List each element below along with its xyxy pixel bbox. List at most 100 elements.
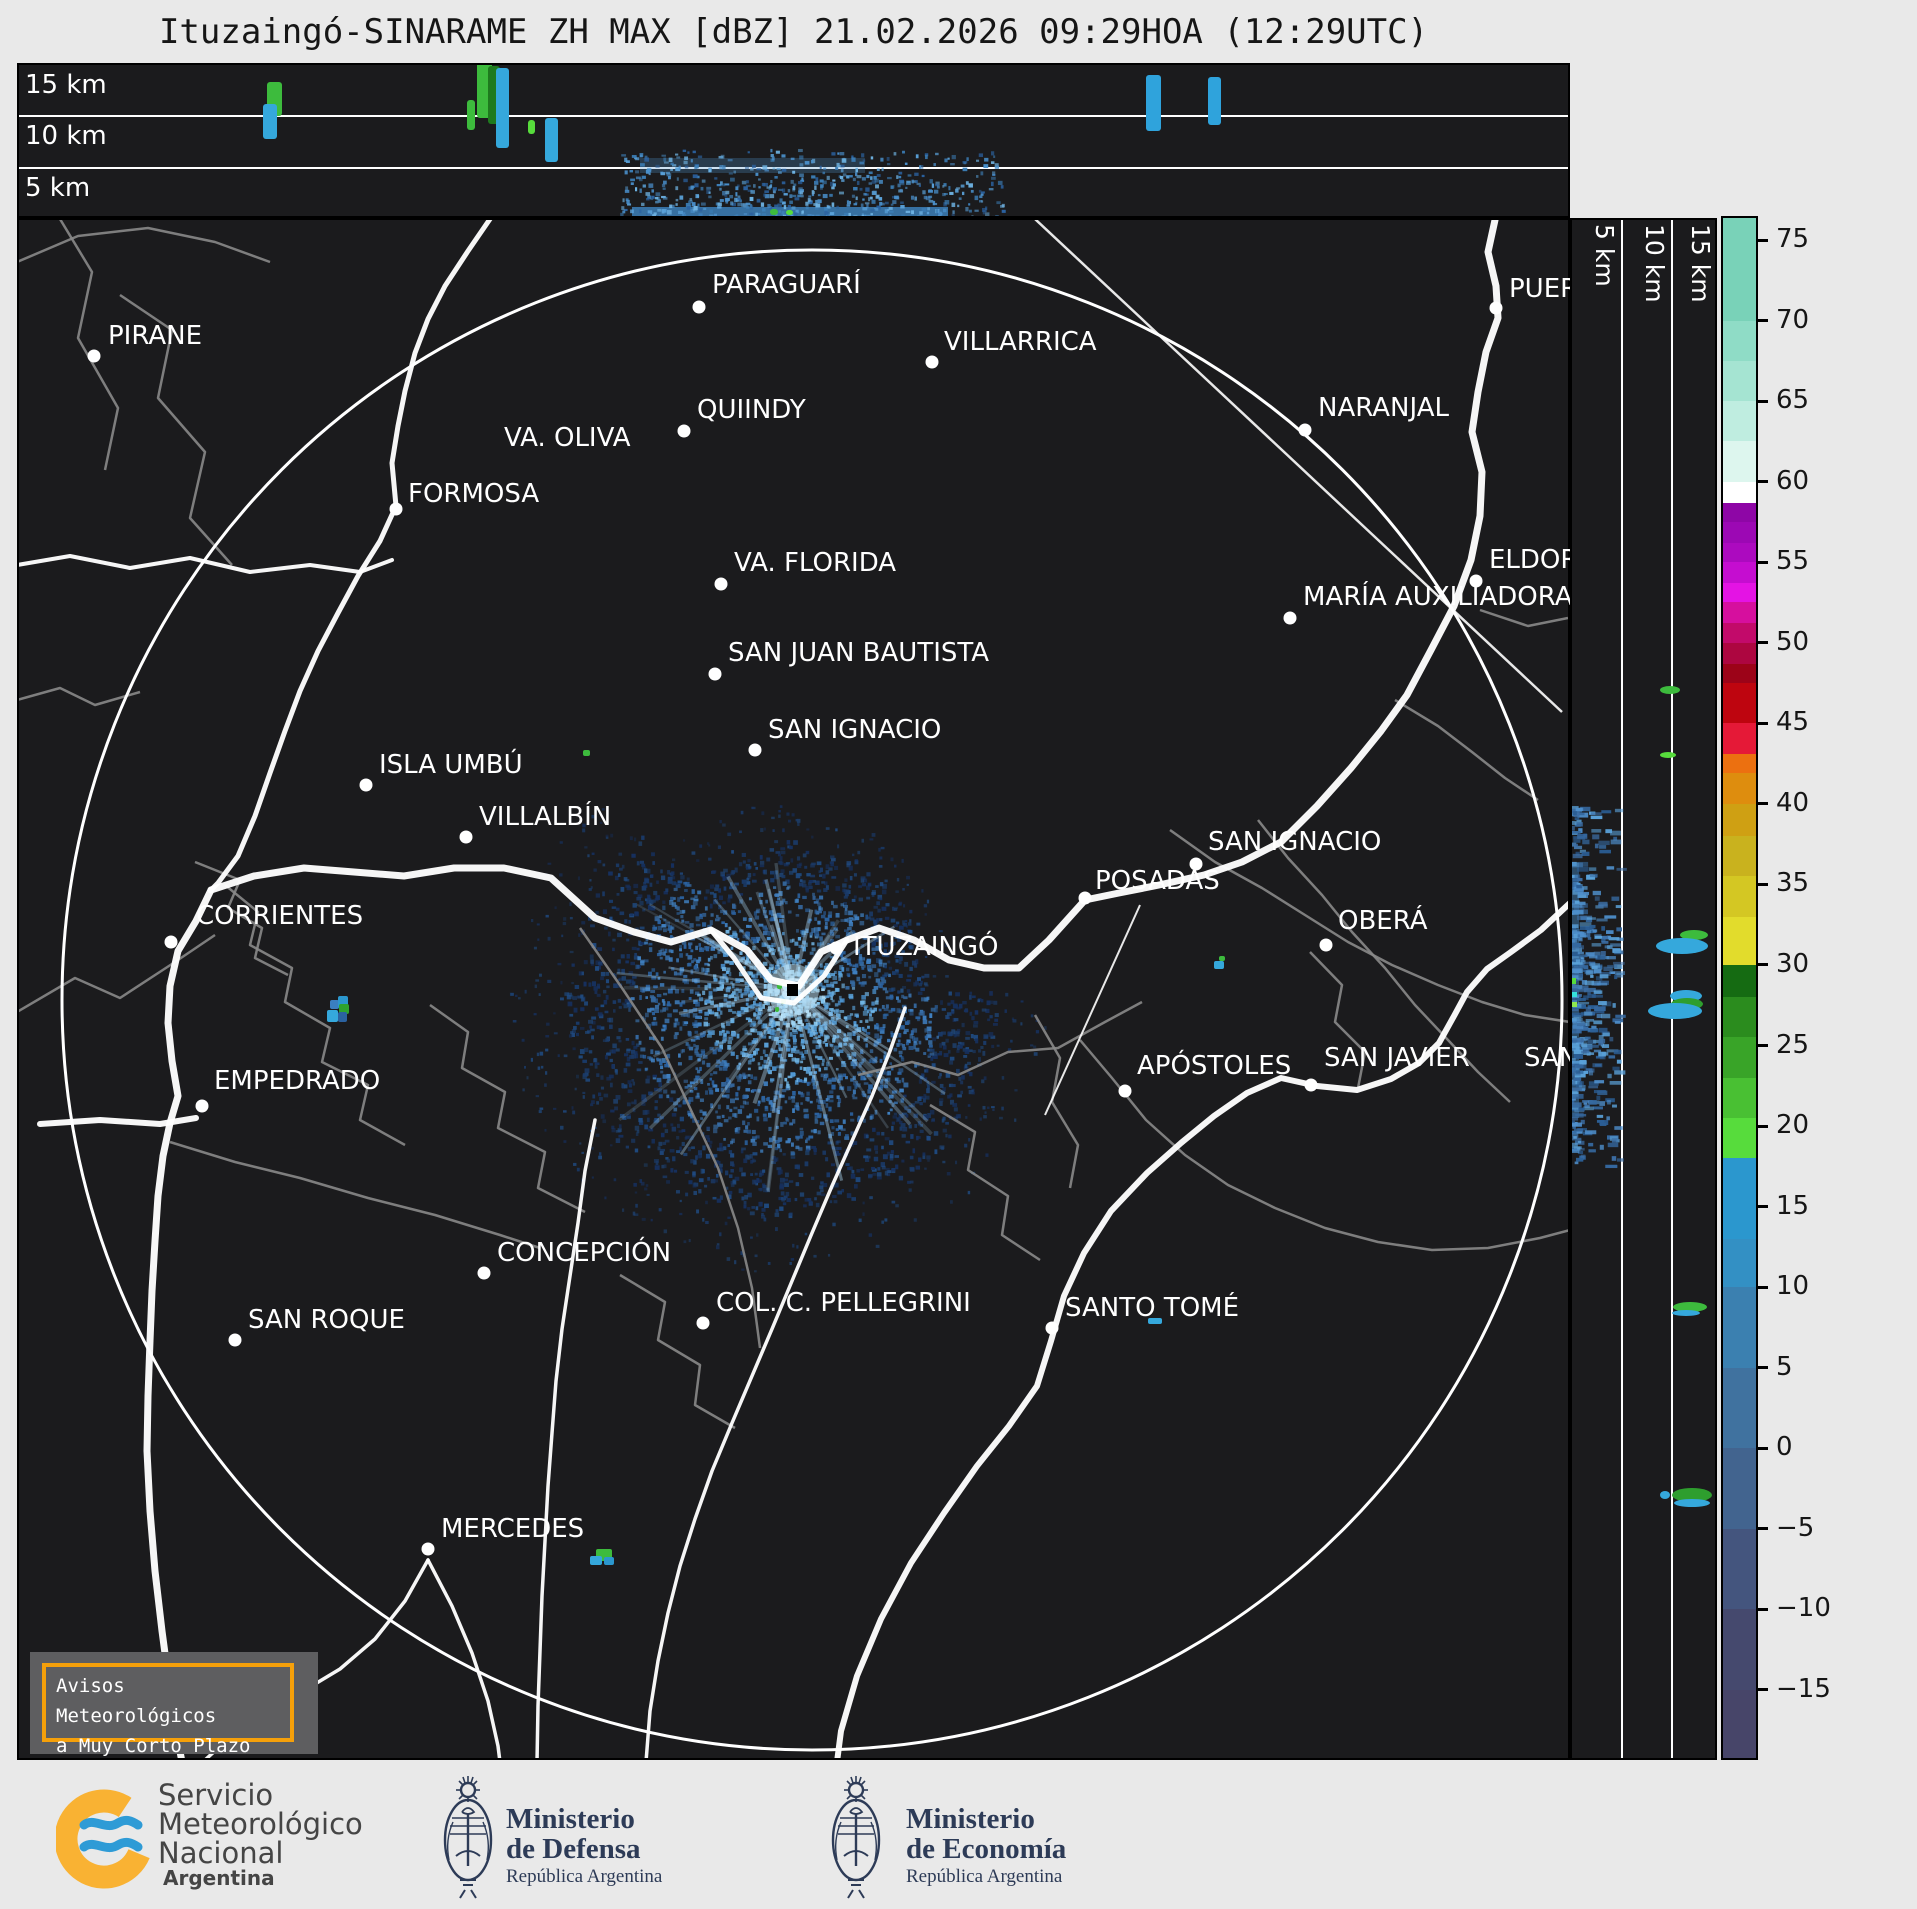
colorbar-tick-label: 0 — [1776, 1432, 1793, 1463]
colorbar-tick — [1758, 1527, 1768, 1531]
height-label-10km: 10 km — [25, 121, 107, 151]
colorbar-segment — [1723, 723, 1756, 755]
colorbar-tick — [1758, 1366, 1768, 1370]
defensa-wordmark: Ministerio de Defensa República Argentin… — [506, 1804, 662, 1890]
colorbar-segment — [1723, 876, 1756, 918]
smn-logo-icon — [56, 1789, 154, 1889]
economia-de-economia: de Economía — [906, 1833, 1067, 1865]
colorbar-segment — [1723, 562, 1756, 585]
colorbar-segment — [1723, 663, 1756, 685]
colorbar-tick — [1758, 802, 1768, 806]
height-gridline-10km — [19, 115, 1568, 117]
colorbar-segment — [1723, 1037, 1756, 1079]
colorbar-segment — [1723, 1287, 1756, 1369]
colorbar-segment — [1723, 773, 1756, 805]
colorbar-tick-label: 45 — [1776, 707, 1810, 738]
colorbar-tick-label: −15 — [1776, 1673, 1831, 1704]
colorbar-tick — [1758, 1446, 1768, 1450]
colorbar-segment — [1723, 441, 1756, 483]
colorbar-segment — [1723, 642, 1756, 665]
colorbar-segment — [1723, 1117, 1756, 1160]
ew-cross-section-panel: 15 km 10 km 5 km — [17, 63, 1570, 218]
colorbar-tick-label: 35 — [1776, 868, 1810, 899]
height-label-15km: 15 km — [25, 70, 107, 100]
economia-wordmark: Ministerio de Economía República Argenti… — [906, 1804, 1066, 1890]
colorbar-tick — [1758, 721, 1768, 725]
colorbar-segment — [1723, 1238, 1756, 1289]
height-label-10km: 10 km — [1640, 224, 1669, 303]
colorbar-segment — [1723, 683, 1756, 725]
colorbar-segment — [1723, 401, 1756, 443]
colorbar-tick-label: 75 — [1776, 224, 1810, 254]
colorbar-tick — [1758, 1124, 1768, 1128]
warning-box-border: Avisos Meteorológicos a Muy Corto Plazo — [42, 1663, 294, 1757]
economia-ministerio: Ministerio — [906, 1803, 1035, 1835]
colorbar-segment — [1723, 753, 1756, 775]
colorbar-tick-label: 70 — [1776, 304, 1810, 335]
colorbar-tick — [1758, 963, 1768, 967]
height-gridline-10km — [1671, 220, 1673, 1758]
ns-cross-section-panel: 5 km 10 km 15 km — [1570, 218, 1717, 1760]
height-gridline-5km — [19, 167, 1568, 169]
colorbar-segment — [1723, 836, 1756, 878]
warning-box[interactable]: Avisos Meteorológicos a Muy Corto Plazo — [30, 1652, 318, 1757]
smn-line-meteorologico: Meteorológico — [158, 1807, 363, 1841]
colorbar-tick-label: 5 — [1776, 1351, 1793, 1382]
colorbar-segment — [1723, 481, 1756, 504]
colorbar-tick-label: −5 — [1776, 1512, 1815, 1543]
height-label-15km: 15 km — [1686, 224, 1715, 303]
colorbar-segment — [1723, 521, 1756, 544]
smn-argentina-label: Argentina — [163, 1866, 275, 1890]
colorbar-segment — [1723, 916, 1756, 966]
colorbar-tick-label: 25 — [1776, 1029, 1810, 1060]
colorbar-segment — [1723, 218, 1756, 322]
smn-line-nacional: Nacional — [158, 1836, 284, 1870]
colorbar-segment — [1723, 320, 1756, 362]
colorbar-segment — [1723, 803, 1756, 838]
colorbar-tick-label: 65 — [1776, 385, 1810, 416]
defensa-de-defensa: de Defensa — [506, 1833, 641, 1865]
colorbar-segment — [1723, 1448, 1756, 1530]
colorbar-tick-label: 60 — [1776, 465, 1810, 496]
colorbar-tick — [1758, 319, 1768, 323]
colorbar-tick — [1758, 1285, 1768, 1289]
colorbar-tick — [1758, 1044, 1768, 1047]
colorbar-segment — [1723, 1158, 1756, 1240]
colorbar-tick-label: 10 — [1776, 1271, 1810, 1302]
colorbar-tick — [1758, 399, 1768, 403]
colorbar-tick — [1758, 480, 1768, 484]
colorbar-tick — [1758, 1205, 1768, 1209]
colorbar-segment — [1723, 1077, 1756, 1119]
colorbar-tick-label: 50 — [1776, 626, 1810, 657]
warning-line-2: a Muy Corto Plazo — [56, 1735, 251, 1757]
colorbar-segment — [1723, 542, 1756, 564]
colorbar-segment — [1723, 1367, 1756, 1450]
smn-wordmark: Servicio Meteorológico Nacional — [158, 1781, 363, 1868]
colorbar-segment — [1723, 997, 1756, 1039]
colorbar-tick — [1758, 882, 1768, 886]
colorbar-tick-label: 20 — [1776, 1110, 1810, 1141]
defensa-republica: República Argentina — [506, 1866, 663, 1887]
height-label-5km: 5 km — [25, 173, 91, 203]
colorbar-tick-label: 30 — [1776, 948, 1810, 979]
radar-map-panel — [17, 218, 1570, 1760]
colorbar-segment — [1723, 583, 1756, 604]
height-label-5km: 5 km — [1590, 224, 1619, 287]
colorbar-segment — [1723, 1609, 1756, 1691]
colorbar-tick-label: 40 — [1776, 787, 1810, 818]
colorbar-segment — [1723, 964, 1756, 999]
product-title: Ituzaingó-SINARAME ZH MAX [dBZ] 21.02.20… — [158, 12, 1429, 52]
dbz-colorbar — [1721, 216, 1758, 1760]
colorbar-tick-label: 15 — [1776, 1190, 1810, 1221]
colorbar-segment — [1723, 623, 1756, 644]
colorbar-tick — [1758, 1688, 1768, 1692]
defensa-ministerio: Ministerio — [506, 1803, 635, 1835]
colorbar-segment — [1723, 1528, 1756, 1611]
colorbar-segment — [1723, 1689, 1756, 1758]
colorbar-tick-label: 55 — [1776, 546, 1810, 577]
colorbar-segment — [1723, 360, 1756, 403]
colorbar-tick — [1758, 238, 1768, 242]
economia-coat-of-arms-icon — [831, 1774, 881, 1900]
colorbar-tick — [1758, 1607, 1768, 1611]
